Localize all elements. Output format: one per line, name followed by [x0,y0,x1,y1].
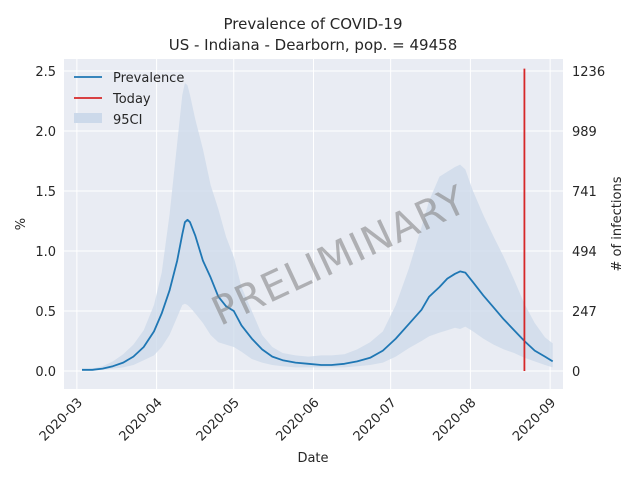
chart-subtitle: US - Indiana - Dearborn, pop. = 49458 [169,36,458,54]
y-axis-ticks: 0.0 0.5 1.0 1.5 2.0 2.5 [35,65,56,380]
series-line-prevalence [82,218,554,371]
y2-tick-label: 247 [572,305,597,320]
band-95ci [82,83,553,371]
y2-tick-label: 989 [572,125,597,140]
y2-tick-label: 0 [572,365,580,380]
y-tick-label: 2.5 [35,65,56,80]
y2-tick-label: 741 [572,185,597,200]
y-tick-label: 1.5 [35,185,56,200]
y-tick-label: 1.0 [35,245,56,260]
legend-label-prevalence: Prevalence [113,71,184,86]
y2-axis-label: # of infections [610,176,625,271]
x-axis-label: Date [297,451,328,466]
chart-title: Prevalence of COVID-19 [223,15,402,33]
y-tick-label: 0.0 [35,365,56,380]
legend-swatch-95ci [74,113,102,123]
legend-label-today: Today [112,92,151,107]
y2-tick-label: 1236 [572,65,605,80]
y2-tick-label: 494 [572,245,597,260]
legend-label-95ci: 95CI [113,113,142,128]
legend: Prevalence Today 95CI [74,71,184,128]
confidence-band-layer [82,83,553,371]
y-tick-label: 2.0 [35,125,56,140]
secondary-y-axis-ticks: 0 247 494 741 989 1236 [572,65,605,380]
series-layer [82,68,554,371]
gridlines [64,59,563,389]
y-tick-label: 0.5 [35,305,56,320]
y-axis-label: % [14,218,29,230]
